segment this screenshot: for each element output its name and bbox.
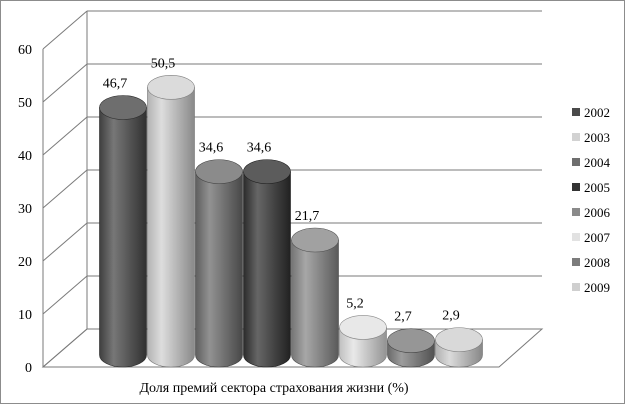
bar-top (339, 315, 387, 340)
legend-item-2002: 2002 (572, 105, 610, 120)
side-wall-gridline (42, 222, 88, 262)
bar-2006 (291, 227, 339, 368)
data-label-2003: 50,5 (151, 56, 176, 71)
bar-top (147, 75, 195, 100)
bar-2004 (195, 159, 243, 368)
bar-2007 (339, 315, 387, 368)
legend-swatch (572, 208, 580, 216)
legend-label: 2007 (584, 230, 611, 245)
side-wall-gridline (42, 116, 88, 156)
bars (99, 75, 483, 368)
data-label-2008: 2,7 (394, 310, 412, 325)
legend-label: 2004 (584, 155, 611, 170)
bar-body (291, 239, 339, 368)
bar-body (243, 171, 291, 368)
y-tick-label: 50 (18, 96, 32, 111)
bar-2002 (99, 95, 147, 368)
y-tick-label: 10 (18, 308, 32, 323)
side-wall-gridline (42, 169, 88, 209)
side-wall-gridline (42, 10, 88, 50)
legend-item-2005: 2005 (572, 180, 610, 195)
bar-2009 (435, 327, 483, 368)
data-label-2005: 34,6 (247, 141, 272, 156)
legend-label: 2008 (584, 255, 610, 270)
data-labels: 46,7 50,5 34,6 34,6 21,7 5,2 2,7 2,9 (103, 56, 460, 324)
y-tick-label: 0 (25, 361, 32, 376)
y-axis-ticks: 0 10 20 30 40 50 60 (18, 43, 32, 376)
bar-top (435, 327, 483, 352)
bar-2003 (147, 75, 195, 368)
legend-swatch (572, 158, 580, 166)
bar-2005 (243, 159, 291, 368)
legend-item-2009: 2009 (572, 280, 610, 295)
legend-label: 2005 (584, 180, 610, 195)
legend-swatch (572, 258, 580, 266)
bar-2008 (387, 328, 435, 368)
y-tick-label: 30 (18, 202, 32, 217)
x-axis-label: Доля премий сектора страхования жизни (%… (139, 381, 408, 396)
legend-item-2003: 2003 (572, 130, 610, 145)
legend-item-2007: 2007 (572, 230, 611, 245)
bar-top (195, 159, 243, 184)
legend-item-2008: 2008 (572, 255, 610, 270)
bar-body (195, 171, 243, 368)
legend-swatch (572, 108, 580, 116)
y-tick-label: 40 (18, 149, 32, 164)
data-label-2009: 2,9 (442, 309, 460, 324)
legend-label: 2002 (584, 105, 610, 120)
floor (41, 328, 544, 368)
bar-body (147, 87, 195, 368)
legend-item-2006: 2006 (572, 205, 611, 220)
bar-top (291, 227, 339, 253)
legend-swatch (572, 283, 580, 291)
legend-swatch (572, 183, 580, 191)
side-wall-gridline (42, 275, 88, 315)
legend-swatch (572, 233, 580, 241)
data-label-2006: 21,7 (295, 209, 320, 224)
legend: 2002 2003 2004 2005 2006 2007 2008 2009 (572, 105, 611, 295)
legend-swatch (572, 133, 580, 141)
legend-item-2004: 2004 (572, 155, 611, 170)
y-tick-label: 20 (18, 255, 32, 270)
y-tick-label: 60 (18, 43, 32, 58)
bar-body (99, 107, 147, 368)
bar-top (243, 159, 291, 184)
bar-top (387, 328, 435, 353)
legend-label: 2003 (584, 130, 610, 145)
data-label-2002: 46,7 (103, 76, 128, 91)
side-wall-gridline (42, 63, 88, 103)
data-label-2007: 5,2 (346, 296, 364, 311)
bar-top (99, 95, 147, 120)
legend-label: 2006 (584, 205, 611, 220)
data-label-2004: 34,6 (199, 141, 224, 156)
legend-label: 2009 (584, 280, 610, 295)
